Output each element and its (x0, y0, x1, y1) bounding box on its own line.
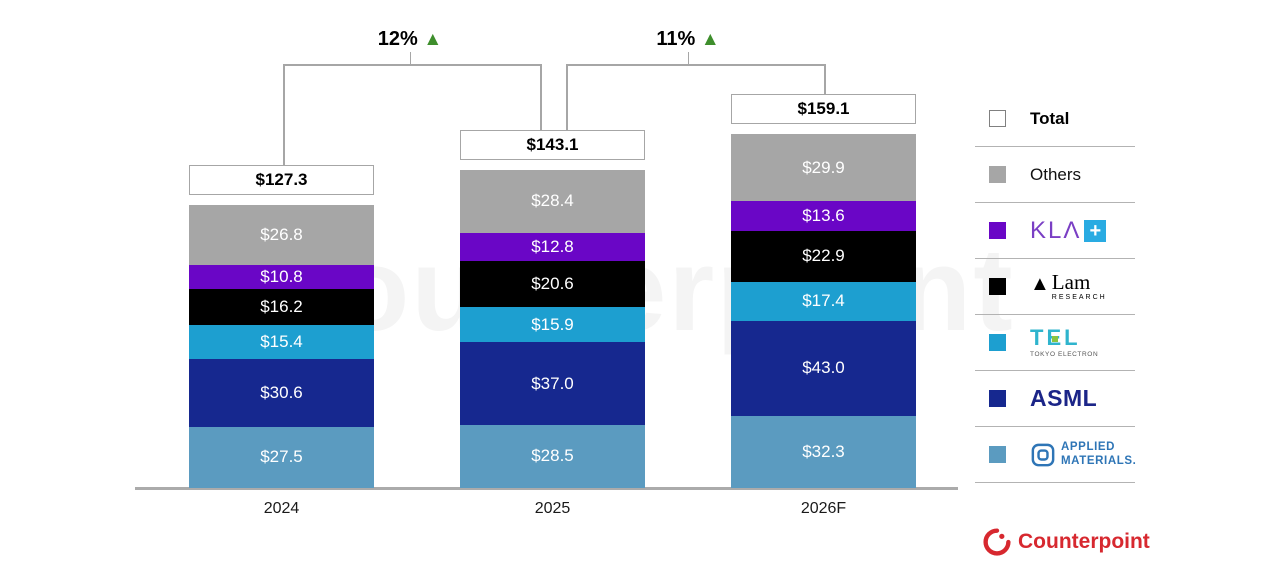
legend-swatch-others (989, 166, 1006, 183)
growth-bracket-1-tick (409, 52, 411, 64)
growth-bracket-1-right (540, 64, 542, 130)
bar-segment-lam-research-2026F: $22.9 (731, 231, 916, 282)
legend-swatch-total (989, 110, 1006, 127)
total-label-2025: $143.1 (460, 129, 645, 160)
amat-line2: MATERIALS. (1061, 454, 1137, 467)
legend-item-applied-materials: APPLIED MATERIALS. (975, 427, 1136, 483)
growth-percent: 11% (656, 28, 696, 50)
growth-bracket-2-tick (687, 52, 689, 64)
tel-green-square-icon (1052, 336, 1058, 342)
growth-bracket-2-horizontal (566, 64, 825, 66)
legend-swatch-asml (989, 390, 1006, 407)
total-label-2024: $127.3 (189, 165, 374, 196)
counterpoint-logo: Counterpoint (983, 528, 1150, 556)
legend-item-total: Total (975, 91, 1135, 147)
lam-logo-text: Lam RESEARCH (1051, 270, 1107, 302)
bar-segment-applied-materials-2025: $28.5 (460, 424, 645, 488)
bar-segment-others-2026F: $29.9 (731, 134, 916, 201)
growth-label-2024-2025: 12% ▲ (330, 28, 490, 51)
growth-bracket-1-horizontal (283, 64, 541, 66)
legend-swatch-tel (989, 334, 1006, 351)
legend: Total Others KLΛ + ▲ Lam RESEARCH (975, 91, 1136, 483)
growth-bracket-2-right (824, 64, 826, 94)
total-label-2026F: $159.1 (731, 94, 916, 125)
legend-item-kla: KLΛ + (975, 203, 1135, 259)
axis-label-2026F: 2026F (800, 500, 847, 517)
kla-plus-icon: + (1084, 219, 1107, 242)
bar-segment-kla-2024: $10.8 (189, 264, 374, 289)
axis-label-2024: 2024 (263, 500, 300, 517)
bar-segment-lam-research-2025: $20.6 (460, 261, 645, 308)
growth-percent: 12% (377, 28, 418, 50)
legend-item-others: Others (975, 147, 1135, 203)
axis-label-2025: 2025 (534, 500, 571, 517)
amat-line1: APPLIED (1061, 441, 1116, 454)
bar-segment-kla-2025: $12.8 (460, 232, 645, 262)
legend-item-lam-research: ▲ Lam RESEARCH (975, 259, 1135, 315)
legend-label: Total (1030, 108, 1070, 128)
legend-swatch-lam (989, 278, 1006, 295)
legend-swatch-applied-materials (989, 446, 1006, 463)
bar-segment-asml-2024: $30.6 (189, 358, 374, 427)
applied-materials-logo: APPLIED MATERIALS. (1030, 441, 1136, 467)
growth-bracket-1-left (283, 64, 285, 165)
kla-logo-text: KLΛ (1030, 216, 1082, 244)
counterpoint-icon (983, 528, 1011, 556)
bar-segment-tel-2026F: $17.4 (731, 281, 916, 321)
lam-subtext: RESEARCH (1051, 294, 1107, 301)
bar-segment-others-2025: $28.4 (460, 169, 645, 233)
legend-label: Others (1030, 164, 1082, 184)
bar-segment-applied-materials-2024: $27.5 (189, 426, 374, 488)
up-triangle-icon: ▲ (423, 29, 443, 50)
x-axis-line (135, 487, 958, 490)
bar-segment-others-2024: $26.8 (189, 205, 374, 265)
lam-research-logo: ▲ Lam RESEARCH (1030, 270, 1107, 302)
lam-name: Lam (1051, 270, 1091, 294)
bar-segment-tel-2024: $15.4 (189, 324, 374, 359)
bar-segment-lam-research-2024: $16.2 (189, 288, 374, 325)
legend-item-tel: TEL TOKYO ELECTRON (975, 315, 1135, 371)
kla-logo: KLΛ + (1030, 216, 1107, 245)
bar-segment-asml-2026F: $43.0 (731, 320, 916, 417)
asml-logo: ASML (1030, 385, 1098, 411)
tel-logo-text: TEL (1030, 327, 1098, 349)
growth-label-2025-2026: 11% ▲ (608, 28, 768, 51)
lam-triangle-icon: ▲ (1030, 273, 1050, 295)
bar-segment-tel-2025: $15.9 (460, 307, 645, 343)
growth-bracket-2-left (566, 64, 568, 130)
bar-segment-asml-2025: $37.0 (460, 342, 645, 425)
legend-item-asml: ASML (975, 371, 1135, 427)
applied-materials-icon (1031, 443, 1055, 466)
bar-segment-applied-materials-2026F: $32.3 (731, 416, 916, 488)
counterpoint-wordmark: Counterpoint (1018, 530, 1150, 553)
up-triangle-icon: ▲ (700, 29, 720, 50)
applied-materials-text: APPLIED MATERIALS. (1061, 441, 1136, 467)
tel-subtext: TOKYO ELECTRON (1030, 351, 1099, 358)
legend-swatch-kla (989, 222, 1006, 239)
tel-logo: TEL TOKYO ELECTRON (1030, 327, 1099, 359)
bar-segment-kla-2026F: $13.6 (731, 200, 916, 232)
